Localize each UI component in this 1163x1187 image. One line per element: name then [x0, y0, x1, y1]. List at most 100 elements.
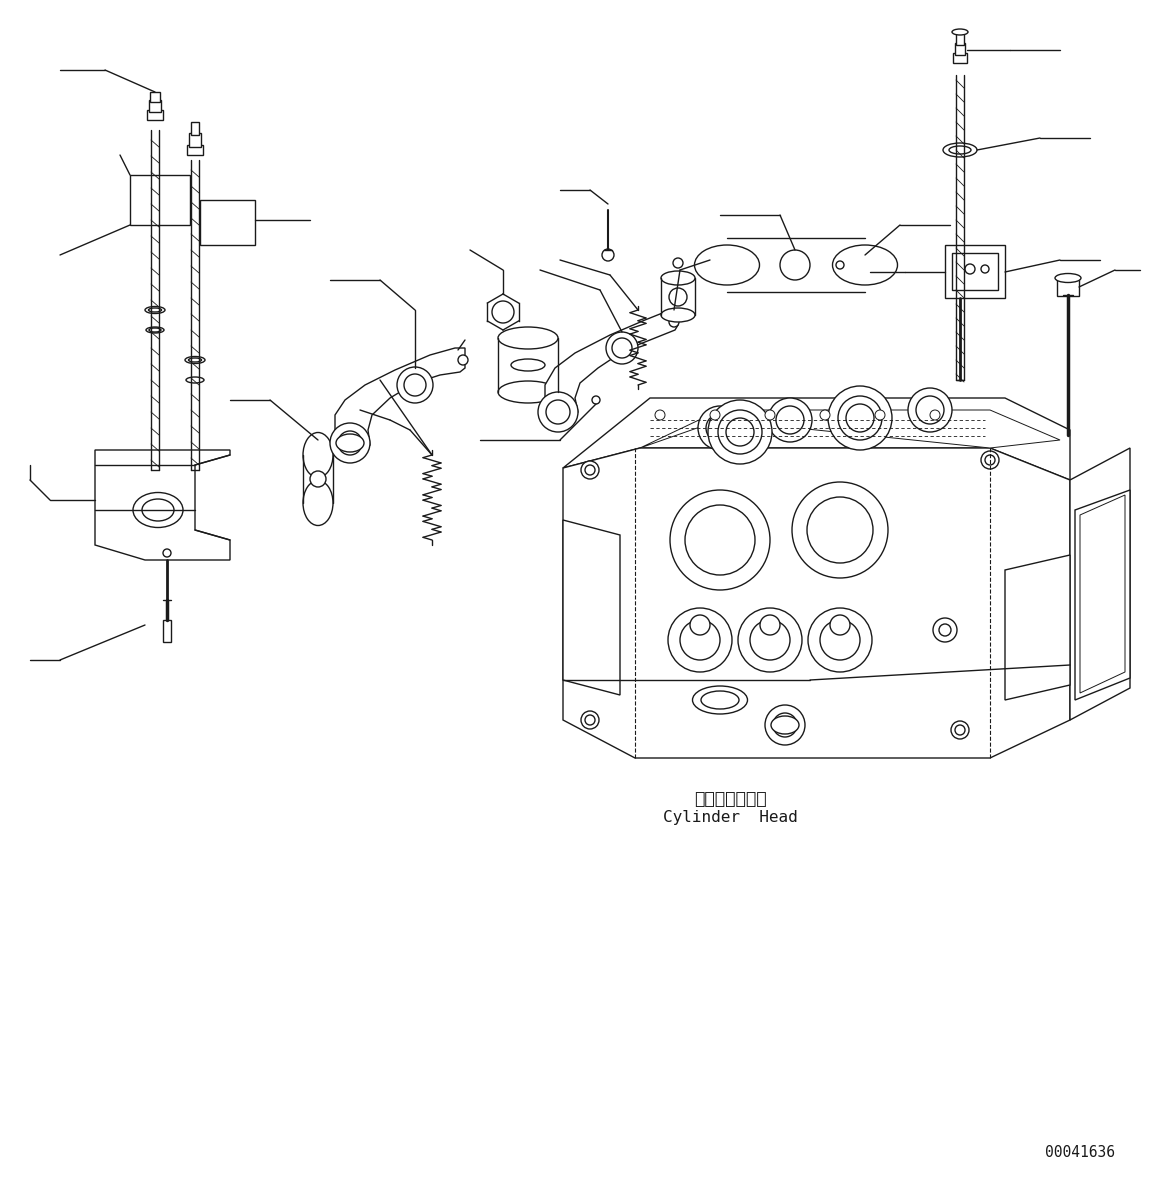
Polygon shape: [1080, 495, 1125, 693]
Circle shape: [163, 550, 171, 557]
Circle shape: [690, 615, 709, 635]
Ellipse shape: [188, 358, 201, 362]
Circle shape: [765, 410, 775, 420]
Circle shape: [673, 258, 683, 268]
Circle shape: [780, 250, 809, 280]
Ellipse shape: [1055, 273, 1080, 283]
Circle shape: [982, 265, 989, 273]
Circle shape: [739, 608, 802, 672]
Text: シリンダヘッド: シリンダヘッド: [693, 791, 766, 808]
Bar: [147, 110, 163, 120]
Circle shape: [606, 332, 638, 364]
Ellipse shape: [694, 245, 759, 285]
Bar: [149, 100, 160, 112]
Circle shape: [846, 401, 875, 429]
Circle shape: [655, 410, 665, 420]
Polygon shape: [640, 410, 1059, 447]
Ellipse shape: [833, 245, 898, 285]
Ellipse shape: [498, 381, 558, 404]
Circle shape: [685, 504, 755, 575]
Ellipse shape: [511, 358, 545, 372]
Bar: [956, 33, 964, 45]
Circle shape: [792, 482, 889, 578]
Circle shape: [820, 620, 859, 660]
Ellipse shape: [771, 716, 799, 734]
Bar: [1057, 278, 1079, 296]
Bar: [955, 43, 965, 55]
Circle shape: [397, 367, 433, 404]
Circle shape: [538, 392, 578, 432]
Circle shape: [808, 608, 872, 672]
Circle shape: [592, 396, 600, 404]
Circle shape: [698, 406, 742, 450]
Circle shape: [955, 725, 965, 735]
Circle shape: [908, 388, 952, 432]
Circle shape: [726, 418, 754, 446]
Ellipse shape: [949, 146, 971, 154]
Ellipse shape: [661, 271, 695, 285]
Circle shape: [965, 264, 975, 274]
Ellipse shape: [304, 481, 333, 526]
Circle shape: [706, 414, 734, 442]
Circle shape: [492, 301, 514, 323]
Polygon shape: [1005, 556, 1070, 700]
Circle shape: [982, 451, 999, 469]
Circle shape: [951, 721, 969, 740]
Ellipse shape: [133, 493, 183, 527]
Circle shape: [830, 615, 850, 635]
Bar: [150, 93, 160, 102]
Ellipse shape: [701, 691, 739, 709]
Circle shape: [585, 465, 595, 475]
Circle shape: [585, 715, 595, 725]
Bar: [200, 199, 255, 245]
Circle shape: [776, 406, 804, 434]
Ellipse shape: [149, 328, 160, 332]
Ellipse shape: [692, 686, 748, 715]
Circle shape: [807, 497, 873, 563]
Circle shape: [846, 404, 875, 432]
Ellipse shape: [185, 356, 205, 363]
Polygon shape: [563, 447, 1070, 758]
Ellipse shape: [336, 434, 364, 452]
Circle shape: [765, 705, 805, 745]
Circle shape: [828, 386, 892, 450]
Ellipse shape: [149, 307, 162, 312]
Circle shape: [612, 338, 632, 358]
Circle shape: [768, 398, 812, 442]
Circle shape: [839, 393, 882, 437]
Circle shape: [708, 400, 772, 464]
Circle shape: [330, 423, 370, 463]
Bar: [190, 133, 201, 147]
Circle shape: [545, 400, 570, 424]
Ellipse shape: [943, 142, 977, 157]
Circle shape: [670, 490, 770, 590]
Ellipse shape: [142, 499, 174, 521]
Circle shape: [930, 410, 940, 420]
Ellipse shape: [145, 306, 165, 313]
Ellipse shape: [304, 432, 333, 477]
Polygon shape: [563, 520, 620, 696]
Circle shape: [916, 396, 944, 424]
Circle shape: [773, 713, 797, 737]
Ellipse shape: [147, 326, 164, 334]
Bar: [952, 53, 966, 63]
Circle shape: [582, 711, 599, 729]
Circle shape: [939, 624, 951, 636]
Ellipse shape: [186, 377, 204, 383]
Circle shape: [582, 461, 599, 480]
Circle shape: [933, 618, 957, 642]
Circle shape: [836, 261, 844, 269]
Circle shape: [668, 608, 732, 672]
Polygon shape: [946, 245, 1005, 298]
Circle shape: [985, 455, 996, 465]
Bar: [163, 620, 171, 642]
Bar: [191, 122, 199, 135]
Bar: [187, 145, 204, 155]
Polygon shape: [563, 398, 1070, 480]
Text: 00041636: 00041636: [1046, 1145, 1115, 1160]
Circle shape: [750, 620, 790, 660]
Circle shape: [718, 410, 762, 453]
Circle shape: [875, 410, 885, 420]
Bar: [130, 174, 190, 226]
Circle shape: [602, 249, 614, 261]
